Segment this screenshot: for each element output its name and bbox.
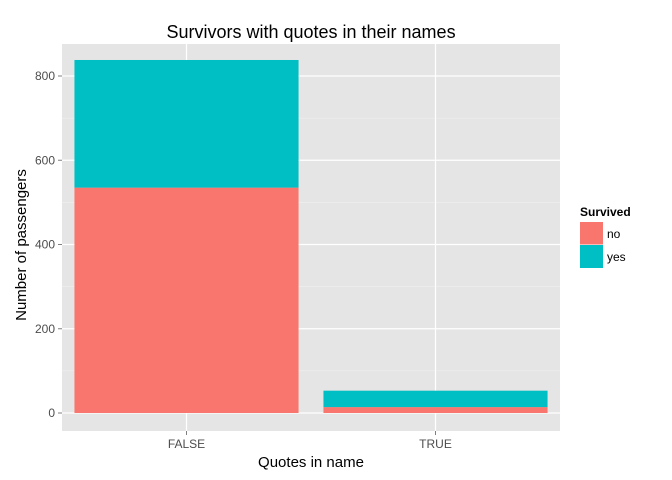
legend-items: no yes <box>579 221 626 269</box>
y-tick-label: 200 <box>35 322 55 336</box>
y-axis-title: Number of passengers <box>13 169 30 321</box>
y-axis-ticks: 0 200 400 600 800 <box>35 69 62 420</box>
x-tick-label: FALSE <box>168 437 205 451</box>
x-axis-ticks: FALSE TRUE <box>168 431 452 451</box>
y-tick-label: 0 <box>48 406 55 420</box>
legend-label-yes: yes <box>607 250 626 264</box>
bar-yes-true <box>323 390 548 408</box>
bar-no-false <box>74 187 299 413</box>
legend-title: Survived <box>580 205 631 219</box>
chart-title: Survivors with quotes in their names <box>166 22 455 42</box>
legend-swatch-yes <box>580 245 603 268</box>
y-tick-label: 400 <box>35 238 55 252</box>
legend-label-no: no <box>607 227 621 241</box>
y-tick-label: 800 <box>35 69 55 83</box>
x-tick-label: TRUE <box>419 437 452 451</box>
y-tick-label: 600 <box>35 153 55 167</box>
x-axis-title: Quotes in name <box>258 454 364 471</box>
legend-swatch-no <box>580 222 603 245</box>
bar-no-true <box>323 407 548 413</box>
bar-yes-false <box>74 59 299 188</box>
legend: Survived no yes <box>579 205 631 269</box>
bars <box>74 59 548 413</box>
